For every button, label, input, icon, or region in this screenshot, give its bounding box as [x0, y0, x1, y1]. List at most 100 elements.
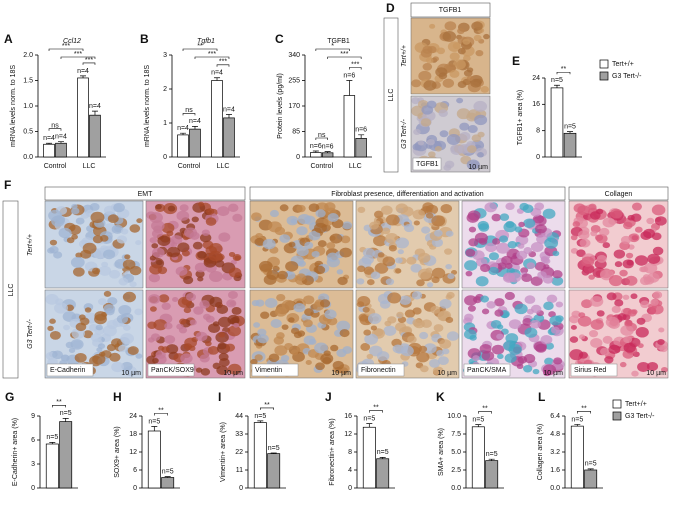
cell: [65, 304, 74, 312]
cell: [84, 307, 92, 313]
cell: [275, 308, 282, 314]
cell: [596, 310, 605, 317]
cell: [385, 214, 400, 226]
y-tick-label: 1.6: [550, 467, 560, 474]
cell: [155, 350, 166, 359]
significance-bracket: [182, 113, 196, 116]
cell: [475, 49, 484, 57]
y-tick-label: 255: [288, 77, 300, 84]
cell: [569, 349, 584, 361]
cell: [642, 274, 651, 280]
cell: [418, 345, 428, 353]
y-tick-label: 5.0: [451, 449, 461, 456]
cell: [94, 311, 107, 321]
cell: [337, 276, 348, 286]
cell: [179, 204, 189, 212]
caption-box: [570, 363, 618, 377]
error-bar: [346, 80, 353, 96]
cell: [477, 220, 489, 230]
cell: [535, 224, 547, 234]
cell: [197, 251, 207, 259]
cell: [114, 226, 122, 232]
cell: [336, 269, 344, 275]
y-tick-label: 0: [296, 154, 300, 161]
micrograph-frame: [44, 289, 144, 379]
cell: [464, 260, 478, 271]
cell: [357, 206, 366, 213]
cell: [199, 354, 210, 363]
cell: [122, 259, 136, 270]
cell: [107, 214, 119, 224]
legend-label: Tert+/+: [625, 401, 647, 408]
cell: [540, 335, 553, 345]
cell: [442, 31, 457, 42]
cell: [542, 208, 556, 219]
significance-bracket: [315, 137, 328, 140]
cell: [342, 221, 353, 230]
x-tick-label: Control: [310, 163, 333, 170]
cell: [216, 365, 229, 376]
cell: [340, 235, 351, 244]
cell: [82, 242, 97, 254]
row-label: Tert+/+: [401, 45, 408, 67]
cell: [606, 292, 617, 301]
cell: [45, 293, 59, 305]
cell: [296, 273, 306, 282]
cell: [166, 246, 181, 258]
column-header: EMT: [138, 191, 154, 198]
cell: [465, 248, 476, 257]
cell: [105, 308, 115, 316]
cell: [90, 211, 105, 223]
cell: [588, 330, 599, 338]
cell: [507, 240, 517, 249]
cell: [544, 237, 559, 249]
cell: [148, 273, 160, 283]
cell: [619, 361, 627, 368]
bar: [550, 87, 564, 158]
n-label: n=5: [254, 413, 266, 420]
micrograph-frame: [249, 200, 354, 289]
cell: [614, 299, 624, 307]
cell: [652, 291, 663, 299]
cell: [480, 295, 489, 303]
cell: [501, 255, 513, 265]
cell: [442, 348, 450, 355]
cell: [71, 234, 78, 240]
cell: [436, 47, 446, 55]
cell: [127, 346, 139, 355]
cell: [166, 344, 179, 354]
error-bar: [574, 424, 581, 427]
cell: [232, 213, 243, 222]
cell: [124, 254, 131, 260]
cell: [116, 235, 128, 244]
cell: [155, 204, 162, 210]
bar: [177, 134, 189, 158]
cell: [637, 343, 644, 349]
cell: [413, 220, 420, 226]
y-axis-title: Vimentin+ area (%): [220, 422, 227, 482]
cell: [149, 237, 158, 244]
n-label: n=6: [343, 72, 355, 79]
cell: [617, 313, 627, 321]
legend-swatch: [612, 411, 622, 421]
cell: [266, 269, 279, 280]
cell: [311, 250, 320, 258]
panel-label: B: [140, 32, 149, 46]
cell: [68, 347, 76, 353]
cell: [474, 114, 488, 126]
bar: [570, 425, 584, 489]
cell: [532, 214, 545, 224]
cell: [129, 224, 141, 233]
n-label: n=4: [189, 118, 201, 125]
cell: [379, 300, 391, 309]
micrograph-frame: [355, 200, 460, 289]
cell: [274, 345, 288, 356]
bar: [321, 152, 334, 158]
cell: [658, 327, 665, 333]
cell: [590, 230, 598, 237]
bar: [584, 469, 598, 489]
cell: [635, 326, 649, 338]
cell: [478, 238, 488, 245]
cell: [308, 230, 321, 241]
bar: [147, 430, 161, 489]
